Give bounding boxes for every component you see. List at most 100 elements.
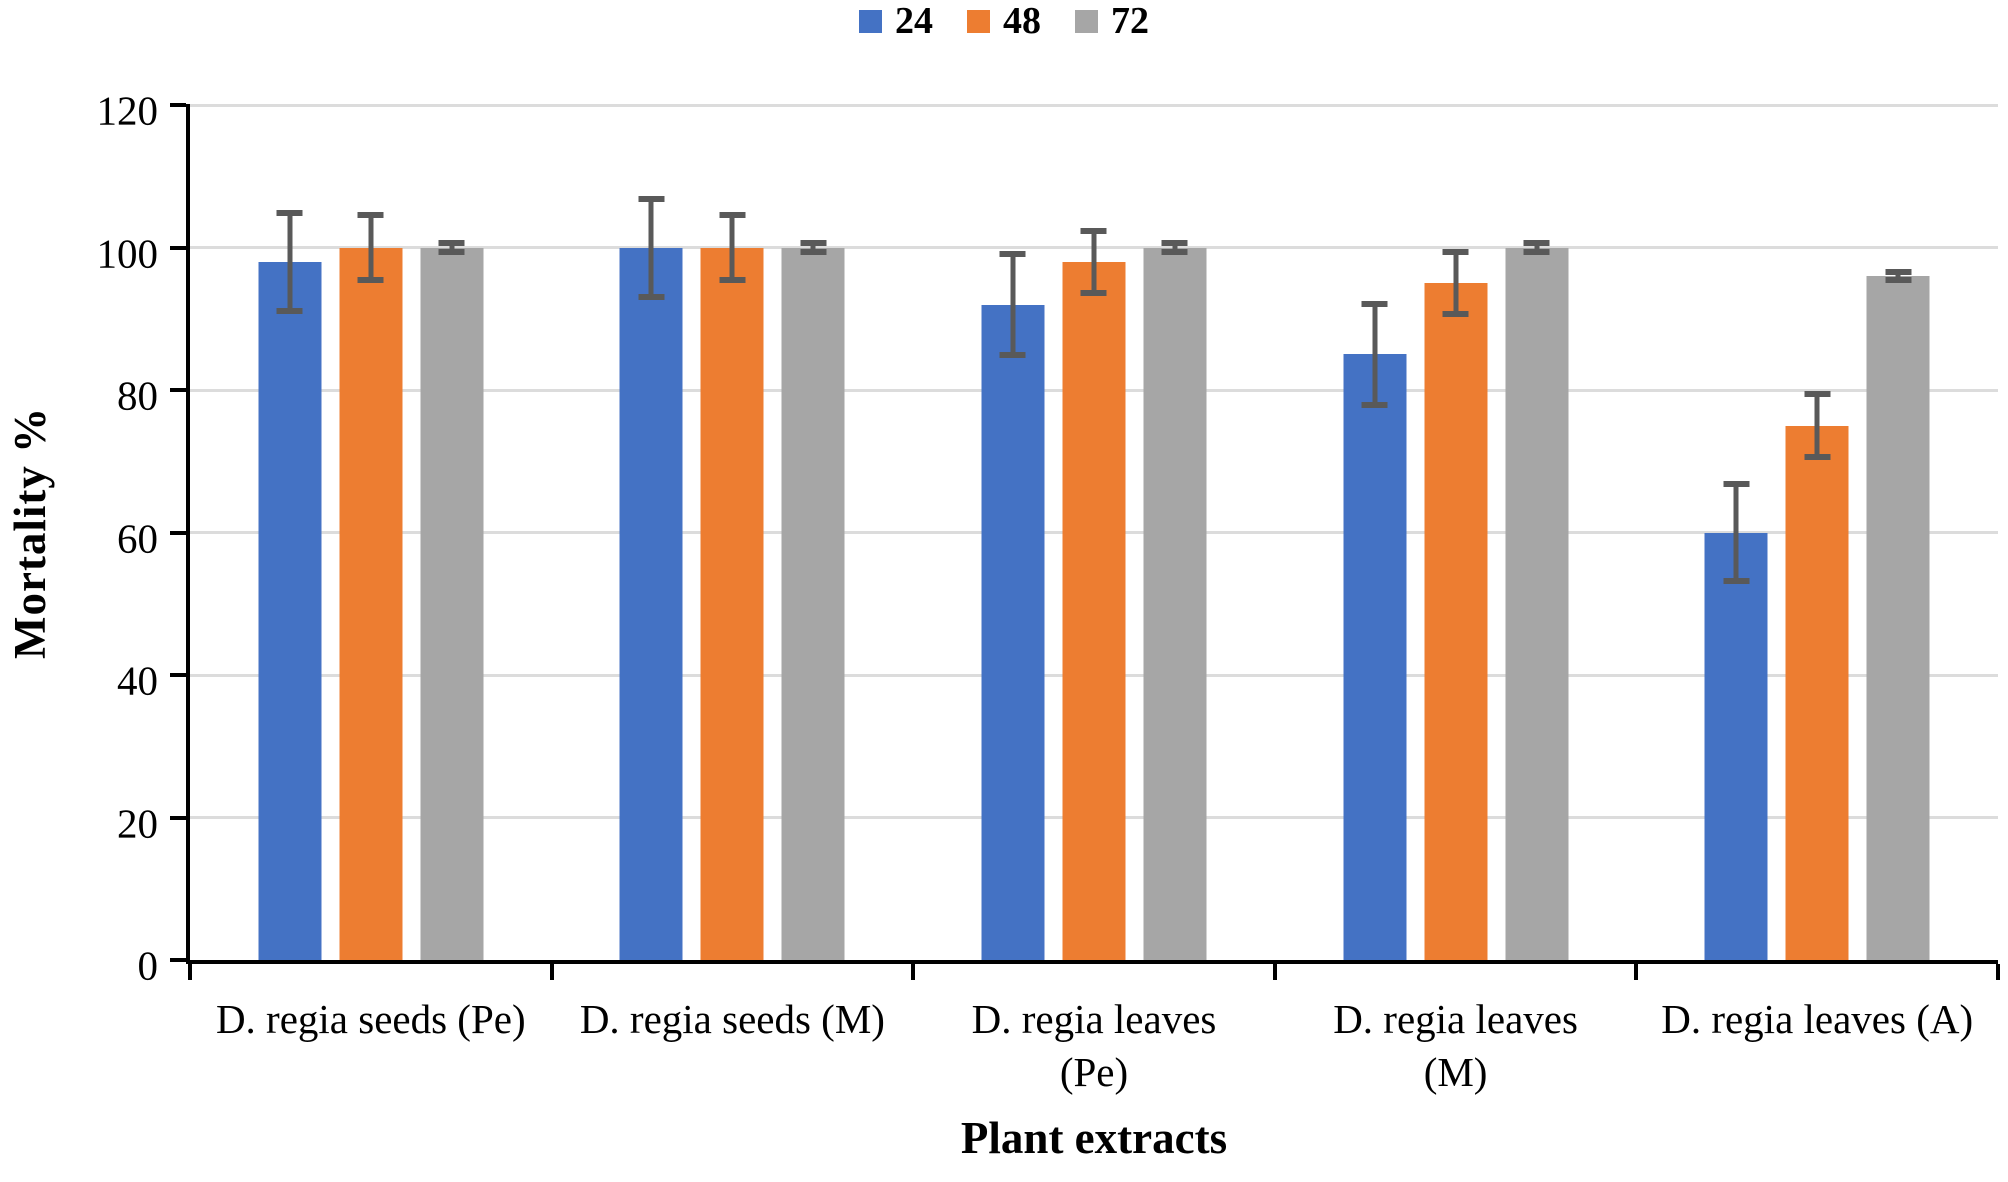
bar-slot-72h: [1505, 105, 1569, 960]
error-bar-cap-bottom: [1080, 289, 1107, 296]
bar-slot-24h: [1704, 105, 1768, 960]
error-bar-72h: [1885, 268, 1912, 284]
x-tick-mark-2: [911, 964, 916, 980]
legend-label-72h: 72: [1111, 0, 1149, 42]
barset: [1343, 105, 1569, 960]
x-tick-mark-1: [549, 964, 554, 980]
bar-slot-48h: [700, 105, 764, 960]
legend-swatch-48h: [967, 9, 990, 33]
bar-72h: [781, 247, 845, 960]
error-bar-48h: [357, 211, 384, 284]
error-bar-cap-bottom: [1723, 577, 1750, 584]
error-bar-stem: [287, 209, 293, 314]
error-bar-cap-top: [800, 240, 827, 247]
bar-slot-72h: [1143, 105, 1207, 960]
y-tick-label-20: 20: [117, 800, 158, 847]
bar-48h: [700, 247, 764, 960]
error-bar-cap-bottom: [1885, 277, 1912, 284]
error-bar-72h: [1161, 240, 1188, 255]
error-bar-48h: [1442, 248, 1469, 318]
error-bar-cap-bottom: [438, 248, 465, 255]
error-bar-72h: [438, 240, 465, 255]
bar-group-3: [913, 105, 1275, 960]
error-bar-24h: [1361, 300, 1388, 408]
error-bar-cap-bottom: [1804, 453, 1831, 460]
x-tick-mark-4: [1634, 964, 1639, 980]
legend-item-24h: 24: [859, 2, 933, 40]
legend-item-72h: 72: [1075, 2, 1149, 40]
error-bar-cap-bottom: [1442, 311, 1469, 318]
legend-swatch-24h: [859, 9, 882, 33]
error-bar-cap-top: [1723, 481, 1750, 488]
error-bar-stem: [449, 240, 455, 255]
error-bar-72h: [1523, 240, 1550, 255]
error-bar-48h: [1080, 227, 1107, 296]
y-tick-mark-100: [170, 245, 186, 250]
error-bar-72h: [800, 240, 827, 255]
barset: [1704, 105, 1930, 960]
error-bar-stem: [1453, 248, 1459, 318]
bar-72h: [1866, 276, 1930, 960]
error-bar-cap-top: [719, 211, 746, 218]
barset: [258, 105, 484, 960]
error-bar-cap-bottom: [1161, 248, 1188, 255]
bar-24h: [981, 304, 1045, 960]
y-tick-mark-40: [170, 673, 186, 678]
error-bar-48h: [719, 211, 746, 284]
bar-48h: [1062, 261, 1126, 960]
y-tick-mark-0: [170, 958, 186, 962]
error-bar-cap-top: [1804, 391, 1831, 398]
error-bar-cap-top: [1885, 268, 1912, 275]
error-bar-cap-top: [1080, 227, 1107, 234]
error-bar-stem: [1534, 240, 1540, 255]
error-bar-cap-bottom: [1523, 248, 1550, 255]
x-label-leaves-pe: D. regia leaves (Pe): [971, 996, 1217, 1095]
x-tick-mark-0: [188, 964, 192, 980]
bar-group-4: [1275, 105, 1637, 960]
error-bar-cap-top: [638, 195, 665, 202]
bar-24h: [1704, 532, 1768, 960]
y-tick-label-80: 80: [117, 372, 158, 419]
bar-group-5: [1636, 105, 1998, 960]
x-axis-line: [186, 960, 1998, 964]
bar-72h: [1505, 247, 1569, 960]
error-bar-cap-top: [276, 209, 303, 216]
bar-24h: [1343, 354, 1407, 960]
bar-slot-48h: [1424, 105, 1488, 960]
x-tick-mark-5: [1996, 964, 2000, 980]
bar-48h: [339, 247, 403, 960]
error-bar-stem: [729, 211, 735, 284]
error-bar-stem: [1895, 268, 1901, 284]
error-bar-cap-bottom: [999, 351, 1026, 358]
error-bar-24h: [1723, 481, 1750, 584]
y-tick-mark-120: [170, 103, 186, 107]
error-bar-24h: [276, 209, 303, 314]
error-bar-stem: [648, 195, 654, 300]
error-bar-cap-bottom: [276, 307, 303, 314]
legend-swatch-72h: [1075, 9, 1098, 33]
error-bar-cap-bottom: [719, 277, 746, 284]
error-bar-stem: [1091, 227, 1097, 296]
bar-slot-72h: [420, 105, 484, 960]
barset: [619, 105, 845, 960]
y-tick-label-0: 0: [137, 942, 159, 989]
error-bar-stem: [810, 240, 816, 255]
error-bar-cap-bottom: [357, 277, 384, 284]
bar-group-2: [552, 105, 914, 960]
y-axis-title: Mortality %: [5, 406, 55, 659]
bar-slot-24h: [1343, 105, 1407, 960]
plot-area: 0 20 40 60 80 100 120: [97, 90, 2000, 986]
y-axis-line: [186, 104, 190, 964]
gridline-y-120: [190, 103, 1998, 107]
error-bar-cap-top: [1523, 240, 1550, 247]
legend: 24 48 72: [859, 2, 1149, 40]
x-axis-title: Plant extracts: [960, 1113, 1228, 1163]
x-label-leaves-a: D. regia leaves (A): [1661, 996, 1974, 1042]
y-tick-label-60: 60: [117, 515, 158, 561]
y-tick-label-100: 100: [96, 230, 159, 276]
error-bar-24h: [638, 195, 665, 300]
y-tick-mark-80: [170, 388, 186, 393]
bar-slot-72h: [1866, 105, 1930, 960]
legend-label-48h: 48: [1003, 0, 1041, 42]
